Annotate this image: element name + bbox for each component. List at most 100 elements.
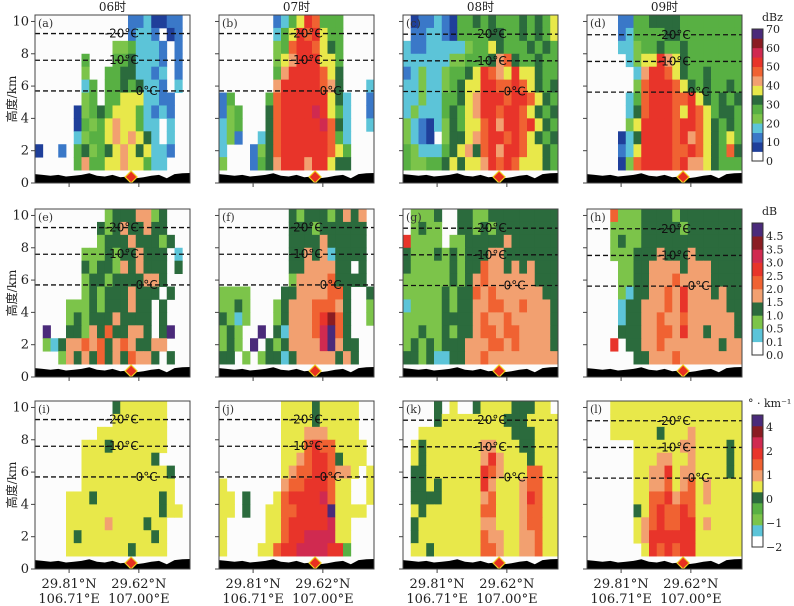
data-cell — [97, 504, 106, 518]
data-cell — [656, 247, 665, 262]
data-cell — [633, 452, 642, 467]
data-cell — [97, 338, 106, 352]
isotherm-label: 0°C — [320, 470, 342, 484]
data-cell — [656, 299, 665, 313]
data-cell — [550, 426, 559, 441]
data-cell — [664, 426, 673, 441]
colorbar-unit: ° · km⁻¹ — [748, 397, 791, 410]
data-cell — [257, 351, 266, 365]
data-cell — [672, 452, 681, 467]
data-cell — [250, 157, 259, 171]
data-cell — [527, 351, 536, 365]
data-cell — [135, 66, 144, 81]
colorbar-bin — [752, 262, 763, 277]
data-cell — [319, 478, 328, 492]
data-cell — [104, 530, 113, 544]
data-cell — [718, 53, 727, 68]
data-cell — [519, 465, 528, 479]
data-cell — [465, 144, 474, 158]
data-cell — [664, 439, 673, 454]
colorbar-tick-label: 40 — [766, 80, 780, 93]
data-cell — [534, 299, 543, 313]
panel-c: -20°C-10°C0°C(c) — [399, 14, 559, 187]
data-cell — [496, 66, 505, 81]
data-cell — [633, 53, 642, 68]
data-cell — [104, 221, 113, 236]
data-cell — [503, 465, 512, 479]
data-cell — [135, 286, 144, 300]
data-cell — [335, 452, 344, 467]
data-cell — [288, 105, 297, 119]
data-cell — [97, 478, 106, 492]
data-cell — [649, 426, 658, 441]
data-cell — [550, 504, 559, 518]
data-cell — [711, 144, 720, 158]
data-cell — [81, 131, 90, 145]
data-cell — [718, 157, 727, 171]
data-cell — [703, 286, 712, 300]
data-cell — [496, 338, 505, 352]
data-cell — [641, 131, 650, 145]
data-cell — [89, 325, 98, 339]
data-cell — [527, 325, 536, 339]
data-cell — [219, 325, 228, 339]
data-cell — [418, 105, 427, 119]
panel-frame — [586, 400, 743, 570]
data-cell — [641, 426, 650, 441]
data-cell — [234, 286, 243, 300]
data-cell — [656, 105, 665, 119]
data-cell — [649, 66, 658, 81]
data-cell — [503, 79, 512, 93]
data-cell — [143, 543, 152, 557]
data-cell — [273, 131, 282, 145]
data-cell — [527, 491, 536, 505]
data-cell — [166, 131, 175, 145]
data-cell — [166, 491, 175, 505]
data-cell — [550, 351, 559, 365]
data-cell — [542, 66, 551, 81]
data-cell — [703, 79, 712, 93]
data-cell — [418, 299, 427, 313]
data-cell — [542, 517, 551, 531]
data-cell — [511, 452, 520, 467]
data-cell — [242, 351, 251, 365]
data-cell — [304, 351, 313, 365]
data-cell — [304, 325, 313, 339]
data-cell — [410, 66, 419, 81]
data-cell — [151, 157, 160, 171]
isotherm-label: -10°C — [105, 247, 139, 261]
data-cell — [465, 157, 474, 171]
data-cell — [151, 66, 160, 81]
data-cell — [625, 157, 634, 171]
data-cell — [174, 79, 183, 93]
data-cell — [296, 66, 305, 81]
data-cell — [480, 131, 489, 145]
data-cell — [625, 15, 634, 29]
data-cell — [534, 40, 543, 55]
data-cell — [550, 465, 559, 479]
data-cell — [695, 92, 704, 106]
data-cell — [703, 157, 712, 171]
data-cell — [81, 144, 90, 158]
data-cell — [410, 312, 419, 326]
data-cell — [511, 491, 520, 505]
data-cell — [226, 312, 235, 326]
data-cell — [511, 157, 520, 171]
isotherm-label: 0°C — [504, 85, 526, 99]
data-cell — [151, 413, 160, 428]
data-cell — [273, 92, 282, 106]
data-cell — [672, 439, 681, 454]
data-cell — [695, 439, 704, 454]
data-cell — [656, 131, 665, 145]
data-cell — [434, 105, 443, 119]
data-cell — [151, 234, 160, 249]
colorbar-bin — [752, 328, 763, 343]
data-cell — [527, 504, 536, 518]
data-cell — [143, 504, 152, 518]
data-cell — [42, 338, 51, 352]
data-cell — [312, 286, 321, 300]
data-cell — [135, 426, 144, 441]
data-cell — [633, 338, 642, 352]
data-cell — [273, 66, 282, 81]
data-cell — [511, 286, 520, 300]
